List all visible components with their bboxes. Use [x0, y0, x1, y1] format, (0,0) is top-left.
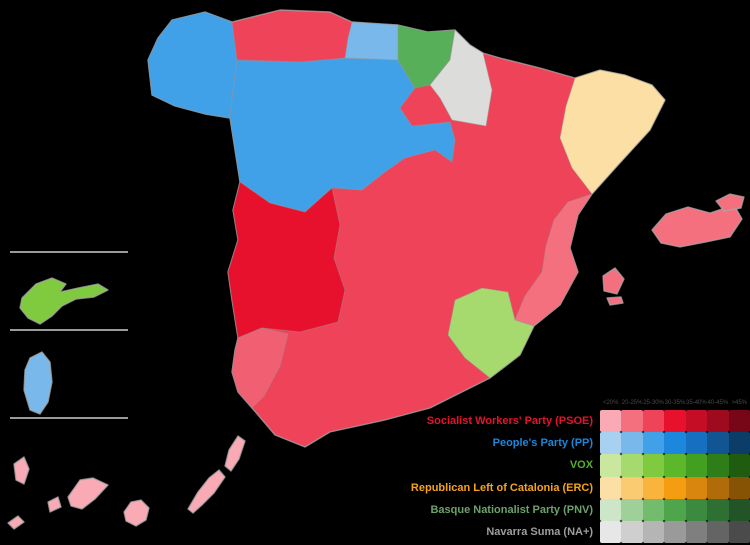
legend-shade-swatch	[685, 498, 708, 521]
region-catalonia	[559, 69, 666, 195]
legend-bracket-row: <20% 20-25% 25-30% 30-35% 35-40% 40-45% >45%	[600, 397, 750, 410]
region-cantabria	[344, 21, 399, 61]
legend-party-row: Socialist Workers' Party (PSOE)	[0, 410, 750, 433]
legend-shade-swatch	[642, 410, 665, 433]
legend-shade-swatch	[621, 454, 643, 477]
legend-shade-swatch	[642, 520, 665, 544]
legend-shade-swatch	[664, 454, 686, 477]
legend-bracket-label: 40-45%	[707, 400, 729, 406]
region-el-hierro	[7, 515, 25, 530]
legend-shade-swatch	[642, 476, 665, 499]
region-galicia	[147, 11, 238, 119]
region-navarre	[429, 29, 493, 127]
legend-bracket-label: 30-35%	[664, 400, 686, 406]
legend-shade-swatch	[600, 454, 622, 477]
legend-bracket-label: 35-40%	[686, 400, 707, 406]
region-menorca	[715, 193, 745, 212]
legend-shade-swatch	[685, 432, 708, 455]
inset-borders	[10, 251, 128, 419]
legend-shade-swatch	[600, 476, 622, 499]
legend-shade-swatch	[621, 520, 643, 544]
legend-party-label: Basque Nationalist Party (PNV)	[430, 503, 594, 516]
legend-shade-swatch	[600, 410, 622, 433]
legend-bracket-label: 25-30%	[643, 400, 664, 406]
region-murcia	[447, 287, 535, 379]
legend-shade-swatch	[707, 520, 729, 544]
region-ibiza	[602, 267, 625, 295]
legend-shade-swatch	[728, 520, 750, 544]
legend-shade-swatch	[728, 410, 750, 433]
legend-shade-swatch	[707, 454, 729, 477]
region-extremadura	[227, 181, 346, 339]
legend-shade-swatch	[642, 454, 665, 477]
legend-party-label: Socialist Workers' Party (PSOE)	[426, 415, 594, 427]
legend-shade-swatch	[664, 410, 686, 433]
legend-party-label: Republican Left of Catalonia (ERC)	[410, 481, 594, 494]
region-tenerife	[67, 477, 109, 510]
region-mallorca	[651, 204, 743, 248]
results-legend: <20% 20-25% 25-30% 30-35% 35-40% 40-45% >45% So…	[0, 397, 750, 544]
legend-party-row: Republican Left of Catalonia (ERC)	[0, 476, 750, 499]
legend-shade-swatch	[621, 410, 643, 433]
region-melilla	[23, 351, 53, 415]
region-la-palma	[13, 456, 30, 485]
region-fuerteventura	[187, 469, 226, 514]
land-layer	[7, 9, 745, 530]
region-lanzarote	[224, 435, 246, 472]
legend-shade-swatch	[642, 498, 665, 521]
region-formentera	[606, 296, 624, 306]
legend-shade-swatch	[685, 476, 708, 499]
legend-shade-swatch	[685, 454, 708, 477]
legend-shade-swatch	[707, 432, 729, 455]
legend-bracket-label: >45%	[731, 400, 747, 406]
legend-party-row: People's Party (PP)	[0, 432, 750, 455]
region-huelva	[231, 327, 289, 409]
legend-shade-swatch	[664, 498, 686, 521]
legend-shade-swatch	[707, 410, 729, 433]
region-la-gomera	[47, 496, 62, 513]
legend-party-row: Basque Nationalist Party (PNV)	[0, 498, 750, 521]
legend-bracket-label: 20-25%	[621, 400, 643, 406]
legend-bracket-label: <20%	[602, 400, 619, 406]
legend-shade-swatch	[728, 476, 750, 499]
legend-party-row: Navarra Suma (NA+)	[0, 520, 750, 544]
legend-shade-swatch	[728, 454, 750, 477]
legend-shade-swatch	[600, 498, 622, 521]
legend-party-row: VOX	[0, 454, 750, 477]
legend-shade-swatch	[664, 432, 686, 455]
legend-shade-swatch	[728, 498, 750, 521]
legend-shade-swatch	[600, 520, 622, 544]
legend-party-label: Navarra Suma (NA+)	[486, 525, 594, 538]
legend-party-label: VOX	[569, 459, 594, 472]
legend-shade-swatch	[664, 520, 686, 544]
legend-shade-swatch	[642, 432, 665, 455]
legend-party-label: People's Party (PP)	[492, 437, 594, 450]
legend-shade-swatch	[621, 498, 643, 521]
legend-shade-swatch	[600, 432, 622, 455]
legend-shade-swatch	[707, 498, 729, 521]
region-gran-canaria	[123, 499, 150, 527]
legend-shade-swatch	[685, 410, 708, 433]
legend-shade-swatch	[707, 476, 729, 499]
region-ceuta	[19, 277, 109, 325]
legend-shade-swatch	[621, 432, 643, 455]
legend-shade-swatch	[685, 520, 708, 544]
legend-shade-swatch	[664, 476, 686, 499]
legend-shade-swatch	[728, 432, 750, 455]
legend-shade-swatch	[621, 476, 643, 499]
